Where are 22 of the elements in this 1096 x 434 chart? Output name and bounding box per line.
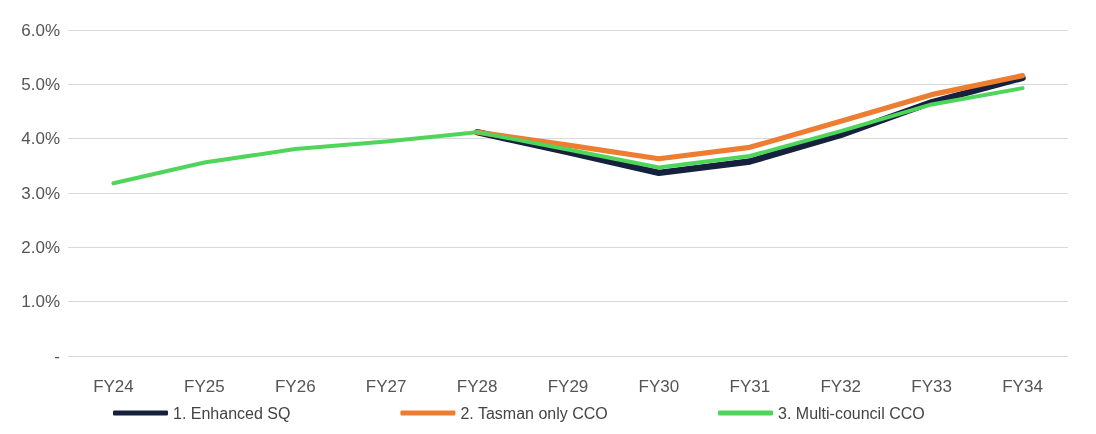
legend-label: 2. Tasman only CCO	[460, 404, 608, 422]
y-tick-label: 1.0%	[21, 292, 60, 312]
y-tick-label: 3.0%	[21, 183, 60, 203]
x-tick-label: FY24	[93, 377, 134, 396]
x-tick-label: FY26	[274, 377, 316, 396]
x-tick-label: FY29	[547, 377, 589, 396]
x-tick-label: FY31	[729, 377, 771, 396]
x-tick-label: FY33	[911, 377, 952, 396]
x-tick-label: FY27	[365, 377, 407, 396]
x-tick-label: FY34	[1002, 377, 1043, 396]
y-tick-label: 4.0%	[21, 129, 60, 149]
x-tick-label: FY25	[184, 377, 225, 396]
line-series	[111, 86, 1025, 186]
y-tick-label: 6.0%	[21, 20, 60, 40]
x-tick-label: FY32	[820, 377, 862, 396]
y-tick-label: 5.0%	[21, 74, 60, 94]
y-tick-label: -	[54, 346, 60, 366]
x-tick-label: FY28	[456, 377, 498, 396]
y-tick-label: 2.0%	[21, 237, 60, 257]
legend-label: 3. Multi-council CCO	[778, 404, 925, 422]
legend-label: 1. Enhanced SQ	[173, 404, 291, 422]
x-tick-label: FY30	[638, 377, 680, 396]
